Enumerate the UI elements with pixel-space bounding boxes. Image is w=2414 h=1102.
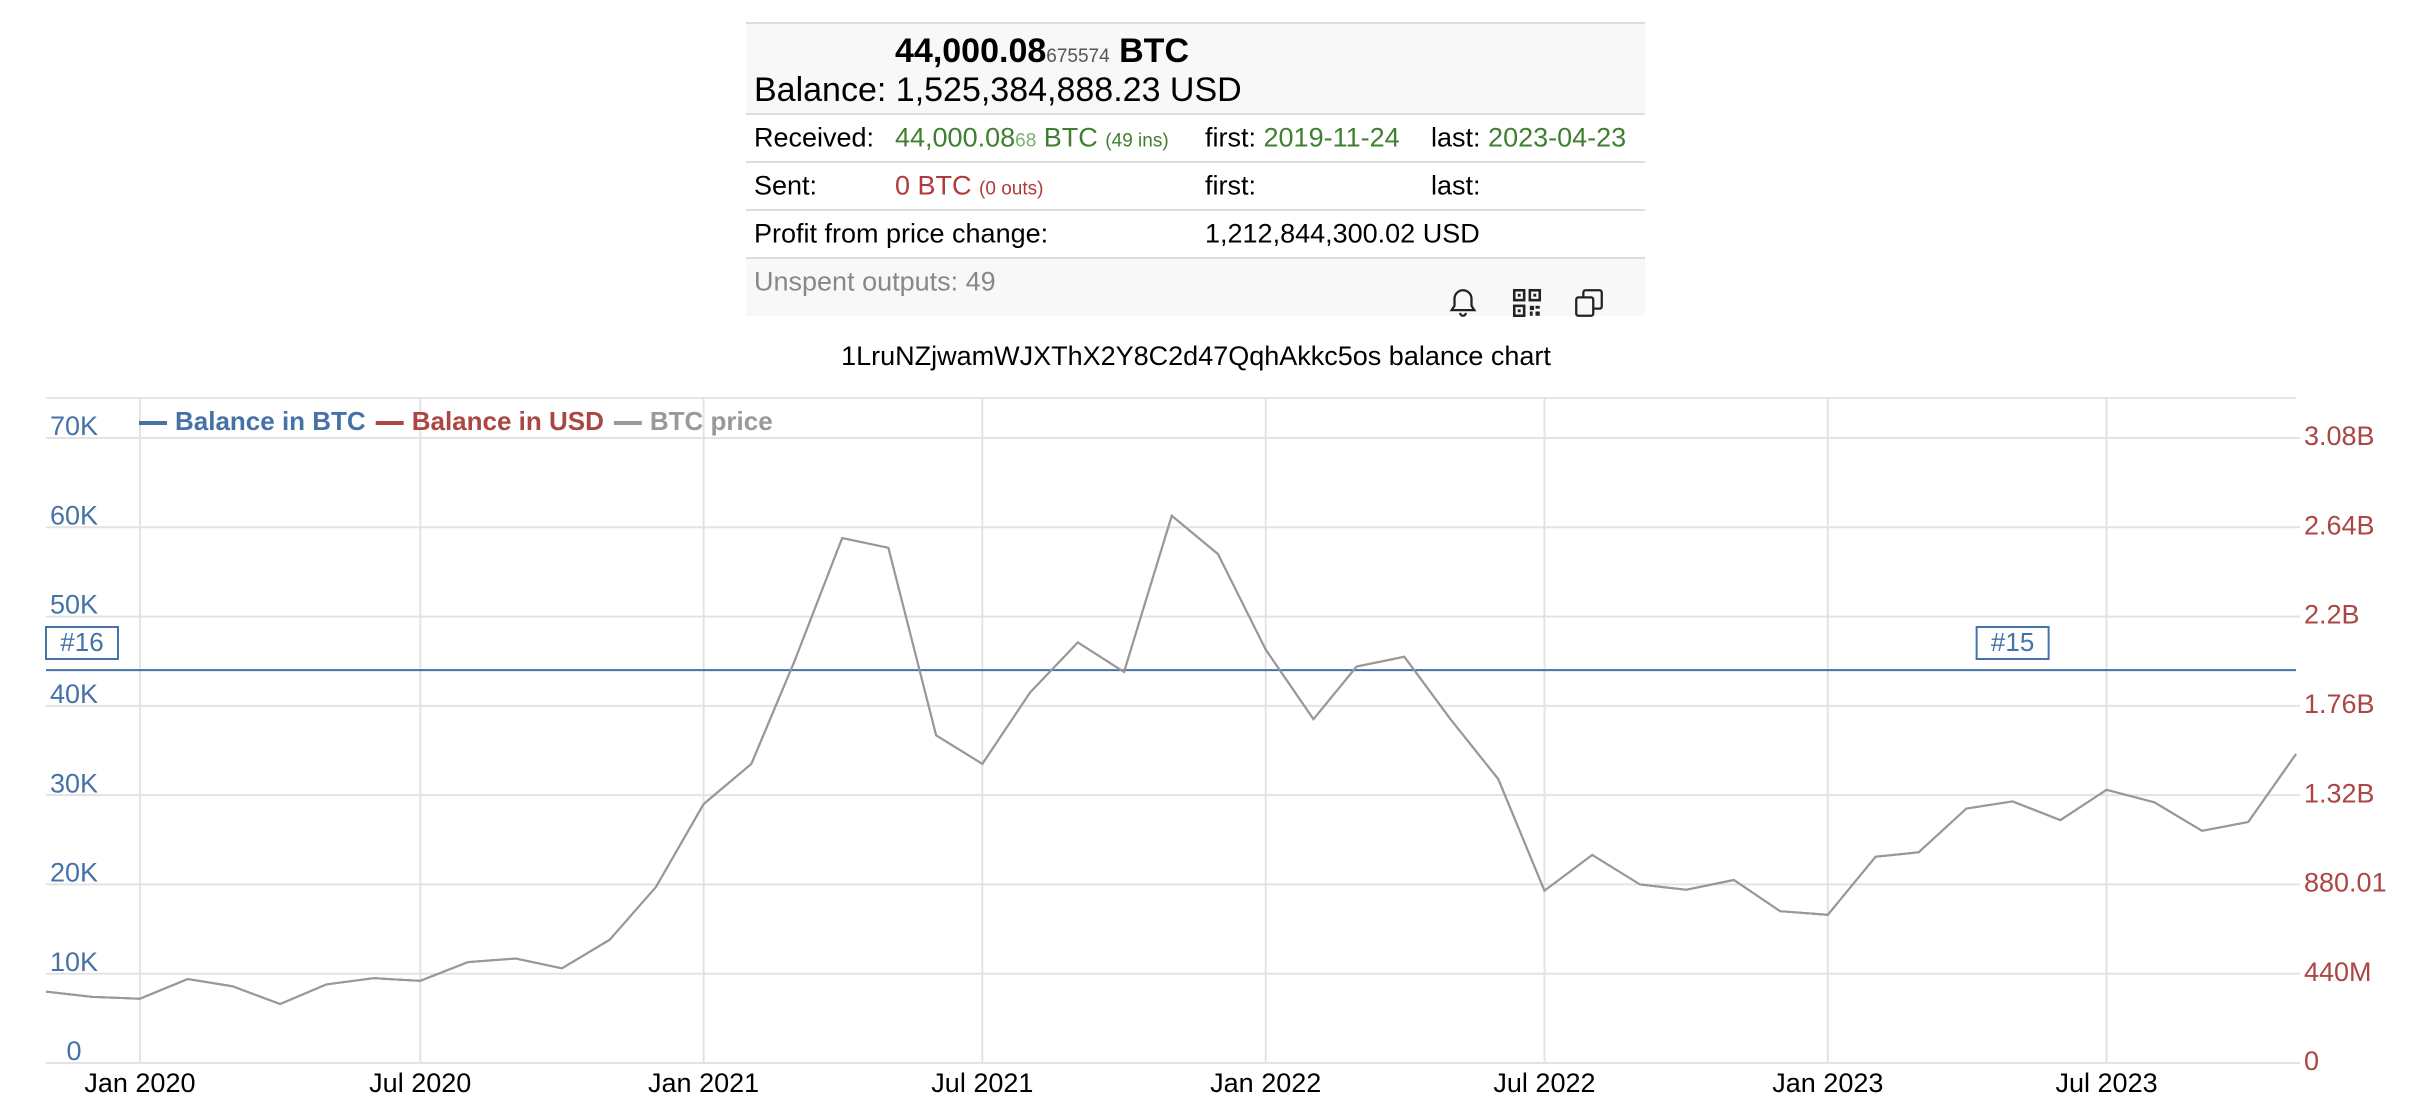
y2-tick-label: 880.01 xyxy=(2304,868,2387,898)
count: (0 outs) xyxy=(979,178,1044,200)
balance-usd: Balance: 1,525,384,888.23 USD xyxy=(754,71,1242,110)
x-tick-label: Jan 2021 xyxy=(648,1068,759,1098)
label: Received: xyxy=(754,122,875,153)
balance-value: 1,525,384,888.23 USD xyxy=(895,71,1242,109)
x-tick-label: Jan 2023 xyxy=(1772,1068,1883,1098)
last-label: last: xyxy=(1431,170,1481,201)
annotation-label: #15 xyxy=(1991,627,2034,657)
profit-value: 1,212,844,300.02 USD xyxy=(1205,218,1480,249)
series-line xyxy=(45,513,2297,1006)
summary-header: 44,000.08675574 BTC Balance: 1,525,384,8… xyxy=(746,24,1645,113)
annotation-box xyxy=(45,626,119,660)
y2-tick-label: 3.08B xyxy=(2304,421,2375,451)
x-tick-label: Jul 2022 xyxy=(1493,1068,1595,1098)
chart-title: 1LruNZjwamWJXThX2Y8C2d47QqhAkkc5os balan… xyxy=(841,341,1551,371)
profit-row: Profit from price change: 1,212,844,300.… xyxy=(746,209,1645,257)
unspent: Unspent outputs: 49 xyxy=(754,266,996,297)
x-tick-label: Jan 2022 xyxy=(1210,1068,1321,1098)
last-date: 2023-04-23 xyxy=(1488,122,1627,153)
y2-tick-label: 440M xyxy=(2304,957,2372,987)
y-tick-label: 50K xyxy=(50,590,98,620)
y2-tick-label: 1.76B xyxy=(2304,689,2375,719)
y-tick-label: 60K xyxy=(50,500,98,530)
legend-label: Balance in BTC xyxy=(175,406,366,436)
y-tick-label: 40K xyxy=(50,679,98,709)
sent-row: Sent: 0 BTC (0 outs) first: last: xyxy=(746,161,1645,209)
y2-tick-label: 2.64B xyxy=(2304,510,2375,540)
y-tick-label: 20K xyxy=(50,858,98,888)
first-label: first: xyxy=(1205,170,1256,201)
label: Profit from price change: xyxy=(754,218,1049,249)
first-date: 2019-11-24 xyxy=(1263,122,1400,153)
amount: 44,000.08 xyxy=(895,32,1047,70)
received-amount: 44,000.0868 BTC (49 ins) xyxy=(895,123,1169,154)
annotation-label: #16 xyxy=(60,627,103,657)
y2-tick-label: 1.32B xyxy=(2304,778,2375,808)
sent-amount: 0 BTC xyxy=(895,170,972,201)
y-tick-label: 0 xyxy=(66,1036,81,1066)
amount-small: 675574 xyxy=(1046,46,1110,67)
x-tick-label: Jan 2020 xyxy=(84,1068,195,1098)
balance-btc: 44,000.08675574 BTC xyxy=(895,32,1189,71)
last-label: last: xyxy=(1431,122,1481,153)
copy-icon[interactable] xyxy=(1572,286,1606,320)
x-tick-label: Jul 2020 xyxy=(369,1068,471,1098)
x-tick-label: Jul 2023 xyxy=(2056,1068,2158,1098)
count: (49 ins) xyxy=(1105,130,1169,152)
amount-small: 68 xyxy=(1015,130,1037,152)
received-row: Received: 44,000.0868 BTC (49 ins) first… xyxy=(746,113,1645,161)
address-summary: 44,000.08675574 BTC Balance: 1,525,384,8… xyxy=(746,22,1645,318)
unit: BTC xyxy=(1043,122,1098,153)
y-tick-label: 70K xyxy=(50,411,98,441)
unspent-row: Unspent outputs: 49 xyxy=(746,257,1645,316)
x-tick-label: Jul 2021 xyxy=(931,1068,1033,1098)
annotation-box xyxy=(1975,626,2050,660)
label: Sent: xyxy=(754,170,818,201)
series-line xyxy=(45,513,2297,1006)
legend-label: Balance in USD xyxy=(412,406,604,436)
balance-label: Balance: xyxy=(754,71,887,109)
qr-icon[interactable] xyxy=(1510,286,1544,320)
amount: 44,000.08 xyxy=(895,122,1016,153)
first-label: first: xyxy=(1205,122,1256,153)
bell-icon[interactable] xyxy=(1446,286,1480,320)
y-tick-label: 30K xyxy=(50,768,98,798)
y2-tick-label: 2.2B xyxy=(2304,600,2360,630)
legend-label: BTC price xyxy=(650,406,773,436)
y-tick-label: 10K xyxy=(50,947,98,977)
y2-tick-label: 0 xyxy=(2304,1046,2319,1076)
unit: BTC xyxy=(1119,32,1190,70)
